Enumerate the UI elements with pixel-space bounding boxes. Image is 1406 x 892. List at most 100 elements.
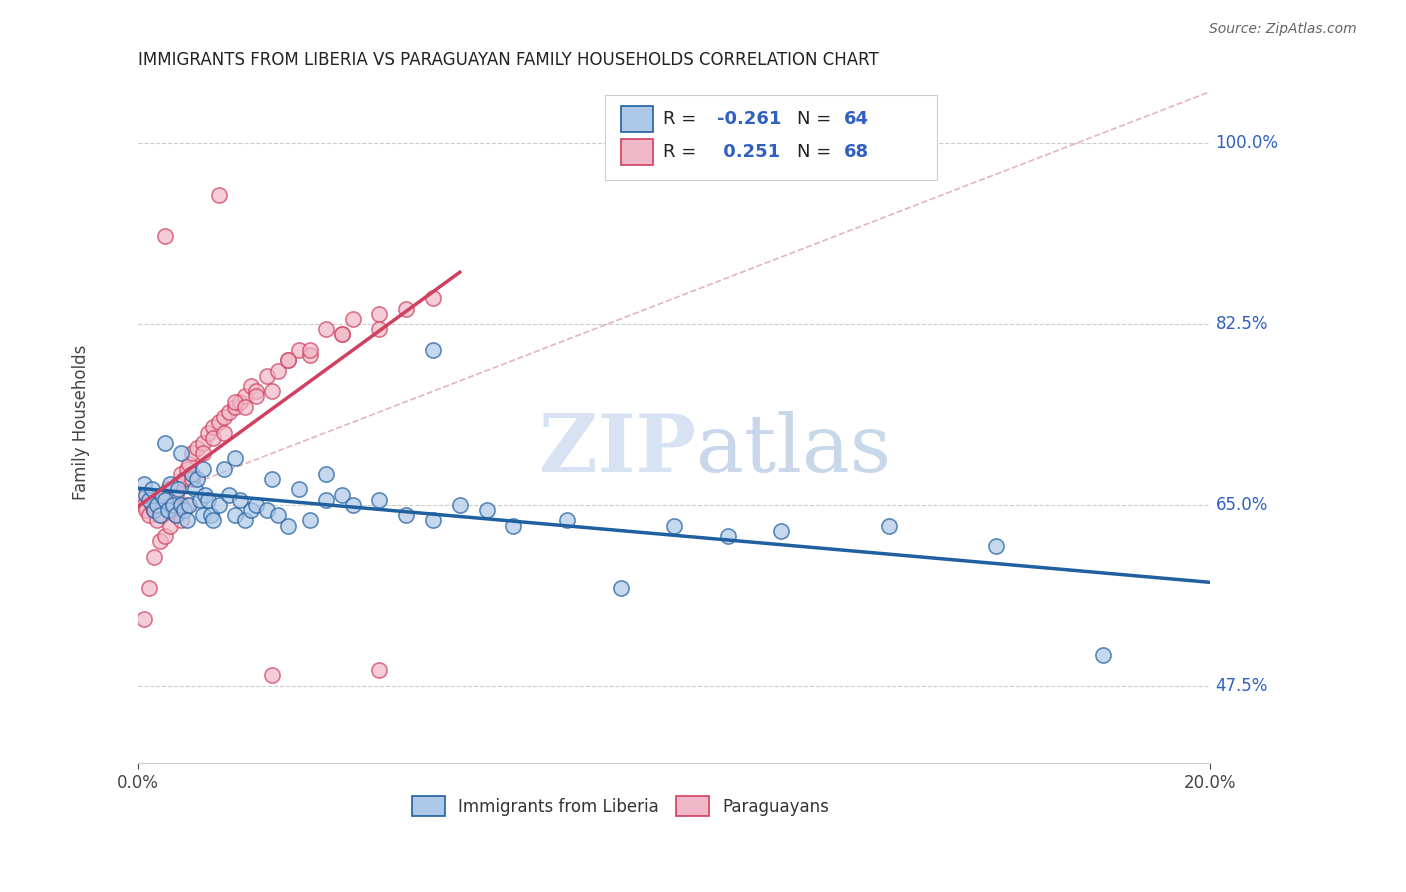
Point xyxy=(170,446,193,460)
Point xyxy=(170,513,193,527)
Point xyxy=(191,436,214,450)
Point xyxy=(208,188,231,202)
Point xyxy=(212,410,235,425)
Point xyxy=(1091,648,1114,662)
Point xyxy=(449,498,471,512)
Point xyxy=(224,508,246,523)
Point xyxy=(138,508,160,523)
Point xyxy=(229,394,252,409)
Point xyxy=(162,498,184,512)
Point xyxy=(138,581,160,595)
Text: 100.0%: 100.0% xyxy=(1215,135,1278,153)
Text: 0.251: 0.251 xyxy=(717,143,780,161)
Point xyxy=(153,529,176,543)
Point xyxy=(212,461,235,475)
Text: R =: R = xyxy=(664,110,703,128)
Point xyxy=(395,301,418,316)
Point xyxy=(197,492,219,507)
Point xyxy=(180,472,202,486)
Point xyxy=(191,446,214,460)
Text: N =: N = xyxy=(797,143,838,161)
Point xyxy=(224,400,246,414)
Point xyxy=(256,503,278,517)
Point xyxy=(200,508,222,523)
Text: 65.0%: 65.0% xyxy=(1215,496,1268,514)
Point xyxy=(191,508,214,523)
Point xyxy=(170,467,193,481)
Point xyxy=(129,487,152,501)
Point xyxy=(422,291,444,305)
Point xyxy=(132,611,155,625)
Point xyxy=(245,384,267,399)
Point xyxy=(156,483,179,497)
Point xyxy=(256,368,278,383)
Point xyxy=(146,513,169,527)
Point xyxy=(176,513,198,527)
Text: atlas: atlas xyxy=(696,410,891,489)
Point xyxy=(180,467,202,481)
Text: 82.5%: 82.5% xyxy=(1215,315,1268,333)
Point xyxy=(368,322,391,336)
Point xyxy=(143,503,166,517)
Point xyxy=(197,425,219,440)
Point xyxy=(245,498,267,512)
Point xyxy=(235,400,257,414)
Point xyxy=(173,472,195,486)
Point xyxy=(186,441,208,455)
Point xyxy=(153,229,176,244)
Point xyxy=(165,508,187,523)
Point xyxy=(202,420,225,434)
Text: 64: 64 xyxy=(844,110,869,128)
Point xyxy=(298,348,321,362)
Point xyxy=(288,483,311,497)
Point xyxy=(877,518,900,533)
Point xyxy=(342,498,364,512)
Point xyxy=(176,498,198,512)
Point xyxy=(298,343,321,357)
Point xyxy=(179,457,201,471)
Point xyxy=(662,518,685,533)
Point xyxy=(194,487,217,501)
Point xyxy=(330,327,353,342)
Point xyxy=(315,492,337,507)
Text: Source: ZipAtlas.com: Source: ZipAtlas.com xyxy=(1209,22,1357,37)
Bar xyxy=(620,106,652,132)
Point xyxy=(150,508,173,523)
Point xyxy=(132,477,155,491)
Point xyxy=(212,425,235,440)
Point xyxy=(475,503,498,517)
Point xyxy=(368,663,391,677)
Point xyxy=(266,363,288,377)
Point xyxy=(277,353,299,368)
Point xyxy=(149,508,172,523)
Point xyxy=(165,487,187,501)
Point xyxy=(229,492,252,507)
Text: Family Households: Family Households xyxy=(72,344,90,500)
Point xyxy=(555,513,578,527)
Point xyxy=(141,498,163,512)
Point xyxy=(262,472,284,486)
Legend: Immigrants from Liberia, Paraguayans: Immigrants from Liberia, Paraguayans xyxy=(405,789,837,823)
Point xyxy=(277,518,299,533)
Point xyxy=(315,467,337,481)
Point xyxy=(422,343,444,357)
Bar xyxy=(620,138,652,164)
Point xyxy=(277,353,299,368)
Point xyxy=(770,524,793,538)
Point xyxy=(368,492,391,507)
FancyBboxPatch shape xyxy=(605,95,936,180)
Point xyxy=(218,487,240,501)
Point xyxy=(149,534,172,549)
Point xyxy=(315,322,337,336)
Point xyxy=(159,477,181,491)
Point xyxy=(141,483,163,497)
Point xyxy=(262,668,284,682)
Text: -0.261: -0.261 xyxy=(717,110,782,128)
Point xyxy=(159,518,181,533)
Point xyxy=(159,498,181,512)
Point xyxy=(186,472,208,486)
Text: N =: N = xyxy=(797,110,838,128)
Text: IMMIGRANTS FROM LIBERIA VS PARAGUAYAN FAMILY HOUSEHOLDS CORRELATION CHART: IMMIGRANTS FROM LIBERIA VS PARAGUAYAN FA… xyxy=(138,51,879,69)
Point xyxy=(170,498,193,512)
Point xyxy=(202,431,225,445)
